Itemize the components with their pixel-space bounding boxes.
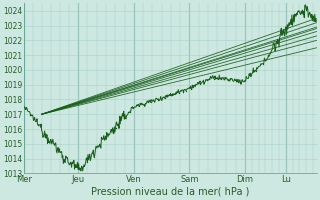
X-axis label: Pression niveau de la mer( hPa ): Pression niveau de la mer( hPa ) (91, 187, 250, 197)
